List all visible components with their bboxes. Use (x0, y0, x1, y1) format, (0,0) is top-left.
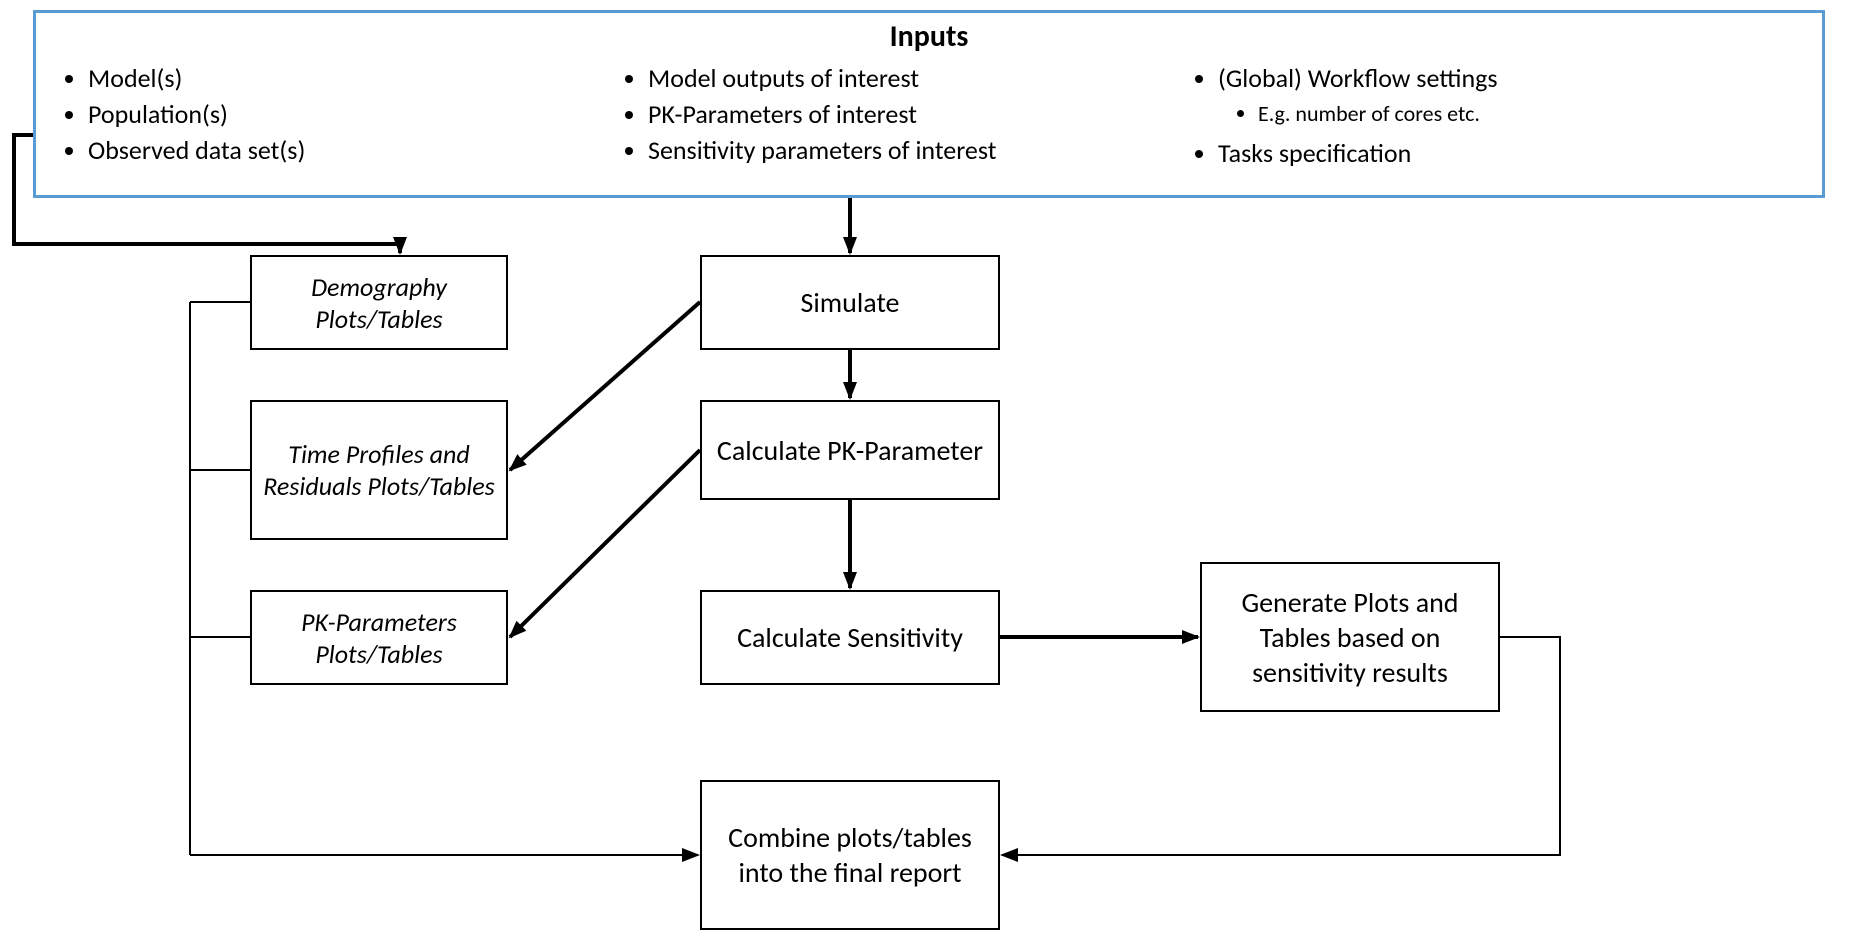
connectors-layer (0, 0, 1866, 950)
diagram-canvas: Inputs Model(s) Population(s) Observed d… (0, 0, 1866, 950)
